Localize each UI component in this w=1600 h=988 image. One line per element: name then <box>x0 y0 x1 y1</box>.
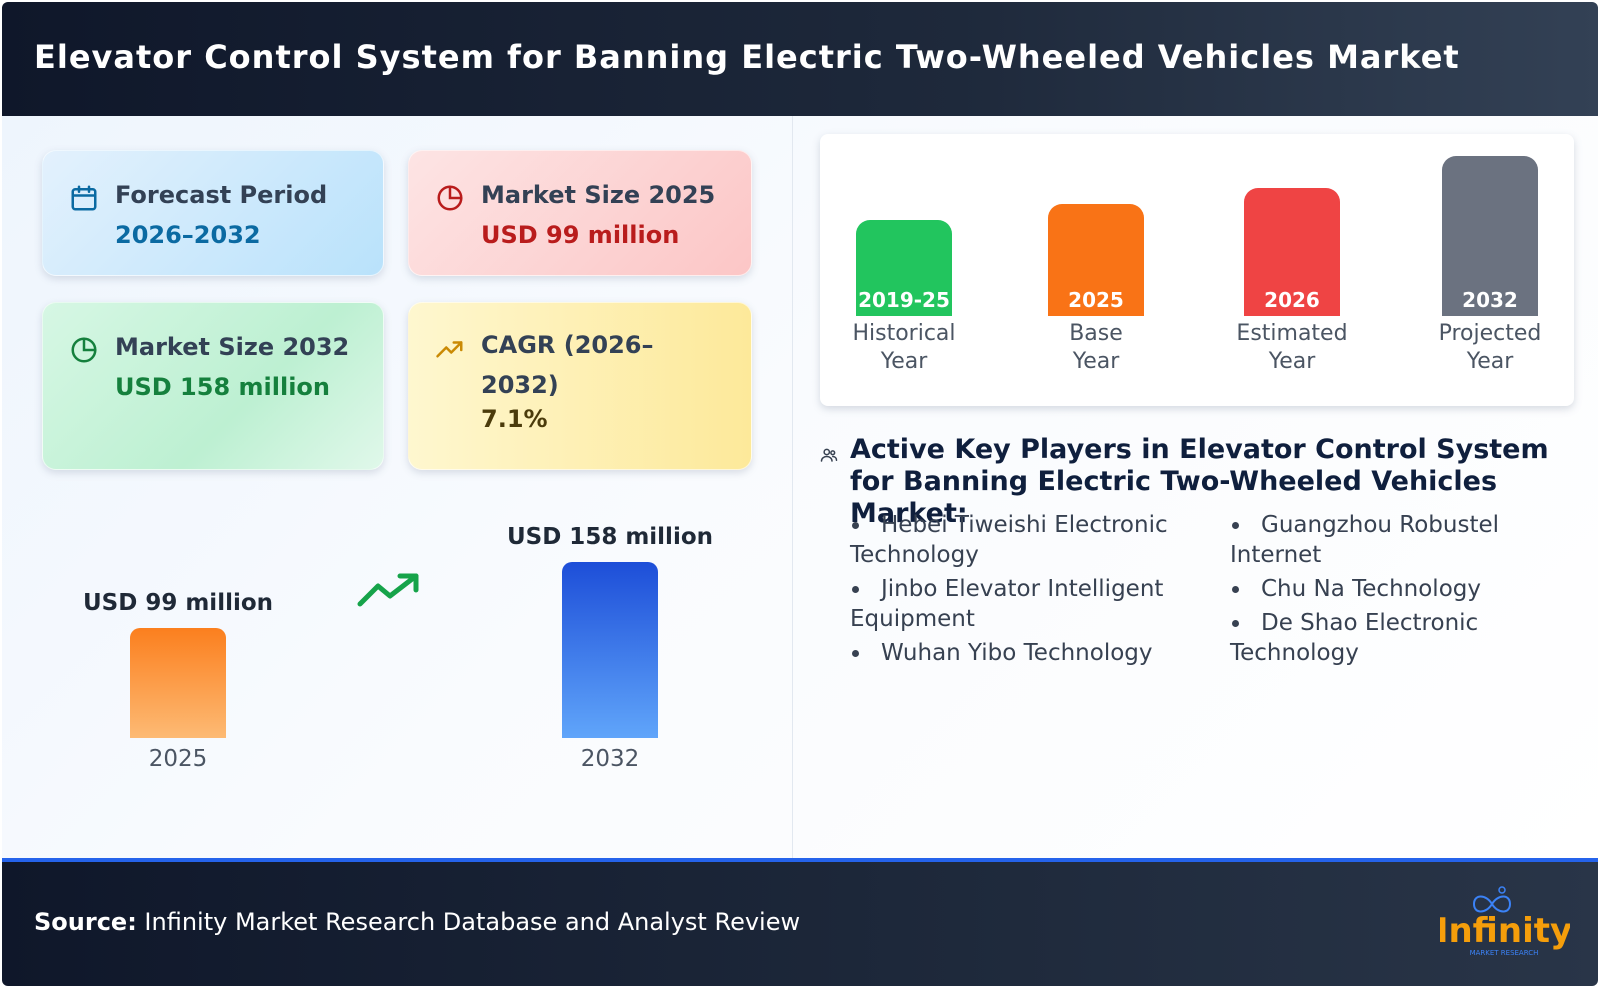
source-value: Infinity Market Research Database and An… <box>136 908 801 936</box>
forecast-period-value: 2026–2032 <box>115 221 261 249</box>
caption-line: Historical <box>852 321 956 346</box>
market-size-2032-title: Market Size 2032 <box>115 333 350 361</box>
timeline-bar-historical: 2019-25 <box>856 220 952 316</box>
forecast-period-title: Forecast Period <box>115 181 328 209</box>
market-size-2032-card: Market Size 2032 USD 158 million <box>42 302 384 470</box>
trend-up-icon <box>357 573 419 607</box>
logo-text: Infinity <box>1440 911 1570 951</box>
bar-2025 <box>130 628 226 738</box>
pie-chart-icon <box>437 185 463 211</box>
bar-value-label-2025: USD 99 million <box>82 590 274 616</box>
page-title: Elevator Control System for Banning Elec… <box>34 38 1460 76</box>
caption-line: Year <box>1466 349 1514 374</box>
player-name: Hebei Tiweishi Electronic Technology <box>850 512 1168 568</box>
bullet-icon <box>852 522 859 529</box>
bullet-icon <box>852 586 859 593</box>
player-name: Chu Na Technology <box>1261 576 1481 602</box>
bullet-icon <box>1232 620 1239 627</box>
trend-up-icon <box>436 341 463 358</box>
timeline-bar-label: 2019-25 <box>858 288 950 312</box>
key-players-title: Active Key Players in Elevator Control S… <box>850 434 1549 529</box>
player-list-item: Guangzhou Robustel Internet <box>1230 510 1570 570</box>
market-size-2025-value: USD 99 million <box>481 221 680 249</box>
bar-category-label-2025: 2025 <box>148 746 208 772</box>
timeline-caption-projected: Projected Year <box>1420 320 1560 376</box>
player-name: De Shao Electronic Technology <box>1230 610 1479 666</box>
bullet-icon <box>852 650 859 657</box>
footer: Source: Infinity Market Research Databas… <box>2 862 1598 986</box>
bullet-icon <box>1232 522 1239 529</box>
bar-category-label-2032: 2032 <box>580 746 640 772</box>
timeline-card: 2019-25 2025 2026 2032 Historical Year Ba… <box>820 134 1574 406</box>
player-name: Guangzhou Robustel Internet <box>1230 512 1500 568</box>
timeline-bar-label: 2025 <box>1068 288 1124 312</box>
timeline-bar-base: 2025 <box>1048 204 1144 316</box>
cagr-card: CAGR (2026–2032) 7.1% <box>408 302 752 470</box>
market-size-2025-title: Market Size 2025 <box>481 181 716 209</box>
timeline-bar-estimated: 2026 <box>1244 188 1340 316</box>
player-list-item: Hebei Tiweishi Electronic Technology <box>850 510 1200 570</box>
logo-subtext: MARKET RESEARCH <box>1470 949 1539 957</box>
source-text: Source: Infinity Market Research Databas… <box>34 908 800 936</box>
bar-value-label-2032: USD 158 million <box>506 524 714 550</box>
footer-accent-line <box>2 858 1598 862</box>
player-name: Jinbo Elevator Intelligent Equipment <box>850 576 1164 632</box>
player-list-item: Chu Na Technology <box>1230 574 1570 604</box>
column-divider <box>792 116 793 858</box>
player-list-item: Jinbo Elevator Intelligent Equipment <box>850 574 1200 634</box>
caption-line: Year <box>1268 349 1316 374</box>
calendar-icon <box>71 185 97 211</box>
player-list-item: Wuhan Yibo Technology <box>850 638 1200 668</box>
timeline-bar-label: 2032 <box>1462 288 1518 312</box>
caption-line: Year <box>880 349 928 374</box>
caption-line: Projected <box>1438 321 1542 346</box>
cagr-value: 7.1% <box>481 405 548 433</box>
timeline-caption-base: Base Year <box>1026 320 1166 376</box>
bar-2032 <box>562 562 658 738</box>
timeline-caption-historical: Historical Year <box>834 320 974 376</box>
main-panel: Forecast Period 2026–2032 Market Size 20… <box>2 116 1598 858</box>
bullet-icon <box>1232 586 1239 593</box>
timeline-bar-label: 2026 <box>1264 288 1320 312</box>
player-name: Wuhan Yibo Technology <box>881 640 1153 666</box>
timeline-caption-estimated: Estimated Year <box>1222 320 1362 376</box>
users-icon <box>820 448 838 462</box>
pie-chart-icon <box>71 337 97 363</box>
source-label: Source: <box>34 908 137 936</box>
caption-line: Year <box>1072 349 1120 374</box>
cagr-title: CAGR (2026–2032) <box>481 331 654 399</box>
market-size-2025-card: Market Size 2025 USD 99 million <box>408 150 752 276</box>
forecast-period-card: Forecast Period 2026–2032 <box>42 150 384 276</box>
timeline-bar-projected: 2032 <box>1442 156 1538 316</box>
player-list-item: De Shao Electronic Technology <box>1230 608 1570 668</box>
caption-line: Base <box>1069 321 1123 346</box>
caption-line: Estimated <box>1236 321 1348 346</box>
infinity-logo: Infinity MARKET RESEARCH <box>1440 886 1570 957</box>
header: Elevator Control System for Banning Elec… <box>2 2 1598 116</box>
market-size-2032-value: USD 158 million <box>115 373 330 401</box>
